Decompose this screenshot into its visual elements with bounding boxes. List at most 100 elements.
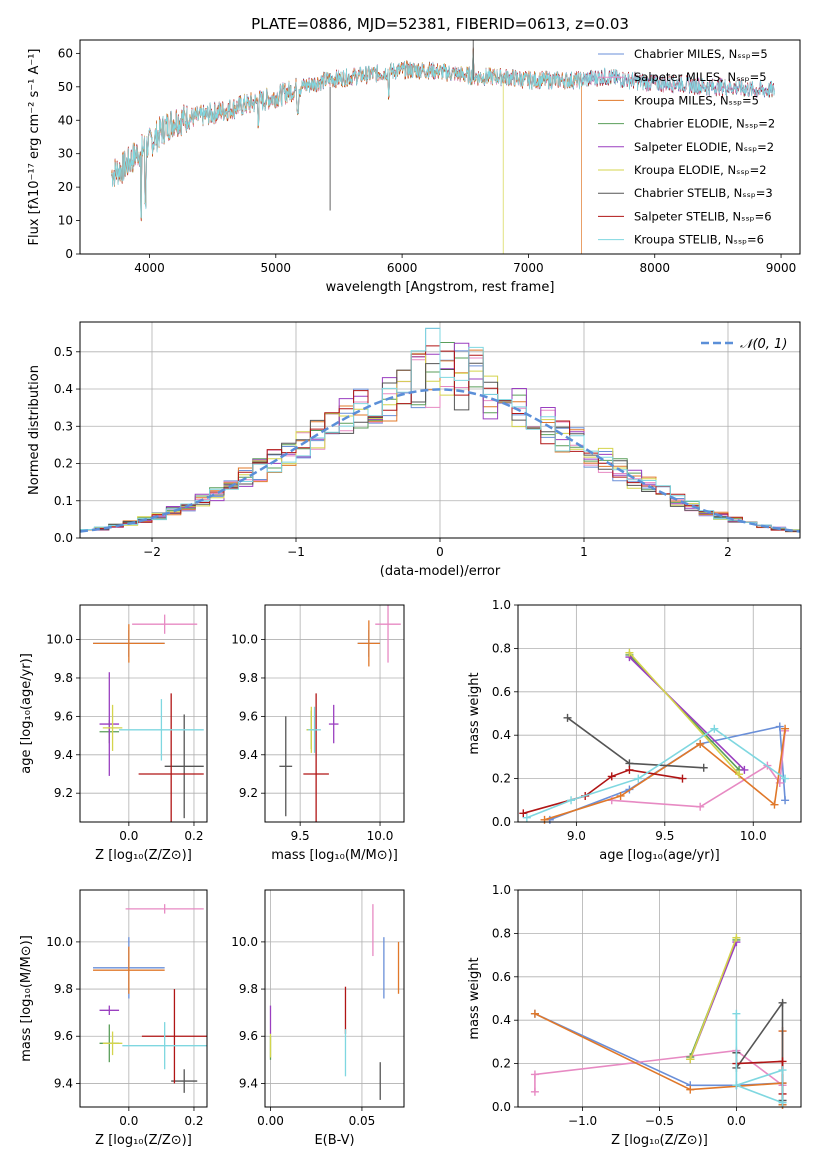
axes-frame <box>79 604 208 823</box>
y-axis-label: age [log₁₀(age/yr)] <box>19 653 34 774</box>
weight-marker <box>778 1098 787 1107</box>
age-vs-z-panel: 0.0 0.2 9.2 9.4 9.6 9.8 10.0 Z [log₁₀(Z/Z⊙)] age… <box>19 604 208 863</box>
x-axis-label: (data-model)/error <box>380 564 501 579</box>
weight-line-series-6 <box>567 717 704 769</box>
spectrum-line-series-8 <box>111 50 775 219</box>
weight-marker <box>540 815 549 824</box>
x-tick-label: 4000 <box>134 261 165 275</box>
y-tick-label: 0.2 <box>492 772 511 786</box>
weight-marker <box>625 648 634 657</box>
residuals-panel: −2 −1 0 1 2 0.0 0.1 0.2 0.3 0.4 0.5 (data-model)/er… <box>27 321 801 579</box>
y-tick-label: 0.0 <box>492 1100 511 1114</box>
axes-frame <box>264 889 405 1108</box>
weight-marker <box>699 763 708 772</box>
weight-line-series-1 <box>611 730 786 808</box>
x-tick-label: 0.2 <box>184 829 203 843</box>
legend-entry: Salpeter ELODIE, Nₛₛₚ=2 <box>634 140 774 154</box>
weight-marker <box>567 796 576 805</box>
y-tick-label: 0.4 <box>492 728 511 742</box>
weight-marker <box>781 724 790 733</box>
y-axis-label: mass [log₁₀(M/M⊙)] <box>19 935 34 1062</box>
x-tick-label: 6000 <box>387 261 418 275</box>
weight-marker <box>625 765 634 774</box>
x-tick-label: 9.5 <box>655 829 674 843</box>
weight-marker <box>778 998 787 1007</box>
spectrum-panel: 4000 5000 6000 7000 8000 9000 0 10 20 30 40 50 60 wav… <box>27 39 801 295</box>
weight-line-series-4 <box>628 656 745 771</box>
y-tick-label: 10 <box>58 214 73 228</box>
y-tick-label: 10.0 <box>231 935 258 949</box>
y-axis-label: Flux [fλ10⁻¹⁷ erg cm⁻² s⁻¹ A⁻¹] <box>27 49 42 246</box>
y-tick-label: 9.6 <box>54 1029 73 1043</box>
x-tick-label: 7000 <box>513 261 544 275</box>
weight-marker <box>775 722 784 731</box>
legend-entry: Chabrier STELIB, Nₛₛₚ=3 <box>634 186 773 200</box>
y-tick-label: 0.8 <box>492 641 511 655</box>
y-tick-label: 1.0 <box>492 883 511 897</box>
y-tick-label: 0.4 <box>54 382 73 396</box>
mass-vs-ebv-panel: 0.00 0.05 9.4 9.6 9.8 10.0 E(B-V) <box>231 889 405 1148</box>
legend-entry: Chabrier ELODIE, Nₛₛₚ=2 <box>634 117 775 131</box>
y-tick-label: 50 <box>58 80 73 94</box>
weight-marker <box>770 800 779 809</box>
weight-marker <box>678 774 687 783</box>
x-tick-label: 2 <box>724 545 732 559</box>
y-tick-label: 0.6 <box>492 685 511 699</box>
y-tick-label: 0.0 <box>54 531 73 545</box>
x-axis-label: age [log₁₀(age/yr)] <box>599 848 720 863</box>
y-tick-label: 0.1 <box>54 494 73 508</box>
x-tick-label: −1 <box>287 545 305 559</box>
x-tick-label: 10.0 <box>367 829 394 843</box>
y-tick-label: 10.0 <box>46 633 73 647</box>
x-axis-label: E(B-V) <box>314 1133 354 1148</box>
legend-entry: Kroupa MILES, Nₛₛₚ=5 <box>634 93 759 107</box>
x-tick-label: 10.0 <box>740 829 767 843</box>
x-axis-label: Z [log₁₀(Z/Z⊙)] <box>95 848 192 863</box>
y-axis-label: mass weight <box>467 957 482 1039</box>
weight-marker <box>607 772 616 781</box>
weight-line-series-5 <box>628 652 740 775</box>
spectrum-line-series-5 <box>111 48 504 254</box>
x-tick-label: 5000 <box>261 261 292 275</box>
y-tick-label: 0 <box>65 247 73 261</box>
weight-line-series-7 <box>523 769 683 815</box>
x-tick-label: 0.00 <box>257 1114 284 1128</box>
x-tick-label: 9.5 <box>291 829 310 843</box>
y-tick-label: 30 <box>58 147 73 161</box>
y-tick-label: 9.6 <box>54 709 73 723</box>
age-vs-mass-panel: 9.5 10.0 9.2 9.4 9.6 9.8 10.0 mass [log₁₀(M/M⊙)… <box>231 604 405 863</box>
legend-entry: Chabrier MILES, Nₛₛₚ=5 <box>634 47 768 61</box>
x-tick-label: −1.0 <box>568 1114 597 1128</box>
weight-marker <box>519 809 528 818</box>
axes-frame <box>264 604 405 823</box>
y-tick-label: 9.8 <box>54 671 73 685</box>
weight-marker <box>696 739 705 748</box>
x-axis-label: wavelength [Angstrom, rest frame] <box>326 280 555 295</box>
legend-entry: Kroupa STELIB, Nₛₛₚ=6 <box>634 233 764 247</box>
weight-marker <box>563 713 572 722</box>
y-tick-label: 9.4 <box>239 748 258 762</box>
weight-marker <box>616 791 625 800</box>
weight-marker <box>686 1055 695 1064</box>
x-axis-label: mass [log₁₀(M/M⊙)] <box>271 848 398 863</box>
weight-marker <box>740 765 749 774</box>
weight-vs-age-panel: 9.0 9.5 10.0 0.0 0.2 0.4 0.6 0.8 1.0 age [log₁₀(a… <box>467 598 802 863</box>
y-tick-label: 0.5 <box>54 345 73 359</box>
x-axis-label: Z [log₁₀(Z/Z⊙)] <box>611 1133 708 1148</box>
weight-line-series-0 <box>549 725 786 821</box>
weight-marker <box>735 770 744 779</box>
weight-marker <box>530 1070 539 1079</box>
x-tick-label: 9.0 <box>567 829 586 843</box>
x-tick-label: 0.2 <box>184 1114 203 1128</box>
x-tick-label: 0.0 <box>119 829 138 843</box>
weight-vs-z-panel: −1.0 −0.5 0.0 0.0 0.2 0.4 0.6 0.8 1.0 Z [log₁₀(Z/… <box>467 883 802 1148</box>
x-tick-label: −2 <box>143 545 161 559</box>
y-tick-label: 9.8 <box>239 671 258 685</box>
weight-marker <box>522 813 531 822</box>
weight-marker <box>530 1009 539 1018</box>
weight-marker <box>732 1009 741 1018</box>
legend-entry: Kroupa ELODIE, Nₛₛₚ=2 <box>634 163 767 177</box>
y-tick-label: 9.8 <box>239 982 258 996</box>
y-tick-label: 0.6 <box>492 970 511 984</box>
weight-marker <box>732 1081 741 1090</box>
